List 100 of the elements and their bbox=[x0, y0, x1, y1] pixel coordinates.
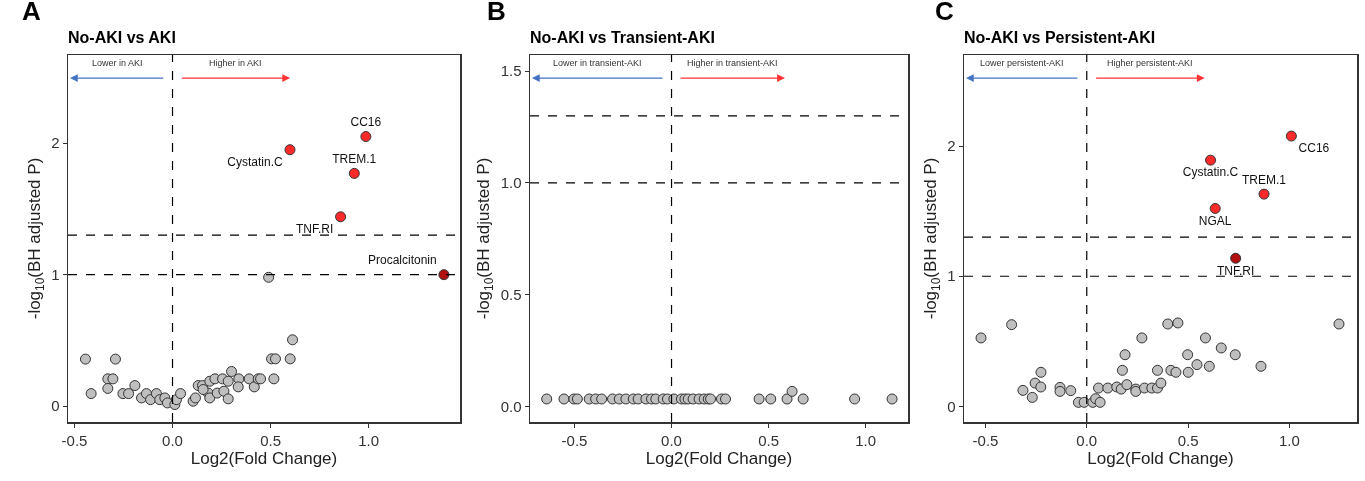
point bbox=[1151, 364, 1163, 376]
point bbox=[268, 373, 280, 385]
x-tick-label: 1.0 bbox=[358, 431, 380, 449]
point bbox=[109, 353, 121, 365]
x-tick-label: -0.5 bbox=[972, 431, 999, 449]
point bbox=[1255, 360, 1267, 372]
chart-title: No-AKI vs Transient-AKI bbox=[530, 28, 715, 46]
y-tick-label: 1.0 bbox=[500, 174, 522, 192]
data-label: TREM.1 bbox=[332, 152, 377, 167]
point bbox=[1162, 318, 1174, 330]
point bbox=[1054, 385, 1066, 397]
data-label: TREM.1 bbox=[1242, 172, 1287, 187]
text: B bbox=[487, 0, 506, 26]
point bbox=[107, 373, 119, 385]
point bbox=[1026, 391, 1038, 403]
text: A bbox=[22, 0, 41, 26]
point bbox=[1065, 385, 1077, 397]
point bbox=[1182, 349, 1194, 361]
point bbox=[1155, 377, 1167, 389]
y-tick-label: 0 bbox=[947, 397, 956, 415]
point bbox=[1203, 360, 1215, 372]
annotation: Higher persistent-AKI bbox=[1107, 58, 1193, 68]
point bbox=[1258, 188, 1270, 200]
point bbox=[1205, 154, 1217, 166]
annotation: Higher in AKI bbox=[209, 58, 262, 68]
chart-title: No-AKI vs Persistent-AKI bbox=[964, 28, 1156, 46]
data-label: NGAL bbox=[1198, 213, 1232, 228]
y-tick-label: 2 bbox=[51, 134, 60, 152]
point bbox=[232, 381, 244, 393]
annotation: Lower in AKI bbox=[92, 58, 143, 68]
point bbox=[1017, 384, 1029, 396]
data-label: Cystatin.C bbox=[1182, 165, 1239, 180]
y-tick-label: 0.5 bbox=[500, 285, 522, 303]
x-tick-label: 0.5 bbox=[260, 431, 281, 449]
data-label: CC16 bbox=[1298, 141, 1330, 156]
annotation: Lower in transient-AKI bbox=[553, 58, 642, 68]
chart-title: No-AKI vs AKI bbox=[68, 28, 176, 46]
x-tick-label: 0.0 bbox=[162, 431, 183, 449]
x-tick-label: 0.0 bbox=[1076, 431, 1098, 449]
point bbox=[102, 382, 114, 394]
point bbox=[1093, 382, 1105, 394]
point bbox=[1230, 252, 1242, 264]
point bbox=[1170, 366, 1182, 378]
point bbox=[1215, 342, 1227, 354]
point bbox=[1285, 130, 1297, 142]
point bbox=[284, 353, 296, 365]
data-label: CC16 bbox=[350, 115, 382, 130]
y-tick-label: 0 bbox=[51, 397, 60, 415]
point bbox=[204, 392, 216, 404]
x-tick-label: -0.5 bbox=[561, 431, 588, 449]
point bbox=[1191, 359, 1203, 371]
y-tick-label: 1.5 bbox=[500, 62, 522, 80]
point bbox=[263, 271, 275, 283]
x-tick-label: 1.0 bbox=[1278, 431, 1300, 449]
y-tick-label: 1 bbox=[947, 267, 956, 285]
point bbox=[287, 334, 299, 346]
point bbox=[1209, 202, 1221, 214]
data-label: TNF.RI bbox=[1216, 263, 1255, 278]
point bbox=[975, 332, 987, 344]
point bbox=[1229, 349, 1241, 361]
data-label: TNF.RI bbox=[295, 222, 334, 237]
point bbox=[197, 384, 209, 396]
point bbox=[1199, 332, 1211, 344]
y-tick-label: 2 bbox=[947, 137, 956, 155]
x-tick-label: 0.5 bbox=[758, 431, 780, 449]
x-axis-title: Log2(Fold Change) bbox=[190, 448, 338, 468]
point bbox=[123, 388, 135, 400]
point bbox=[348, 167, 360, 179]
x-tick-label: 1.0 bbox=[855, 431, 877, 449]
point bbox=[1035, 366, 1047, 378]
x-tick-label: 0.5 bbox=[1177, 431, 1199, 449]
data-label: Cystatin.C bbox=[227, 154, 284, 169]
point bbox=[1006, 319, 1018, 331]
point bbox=[438, 269, 450, 281]
point bbox=[360, 131, 372, 143]
y-tick-label: 0.0 bbox=[500, 397, 522, 415]
annotation: Higher in transient-AKI bbox=[687, 58, 778, 68]
point bbox=[335, 211, 347, 223]
text: C bbox=[935, 0, 954, 26]
point bbox=[1136, 332, 1148, 344]
point bbox=[226, 365, 238, 377]
point bbox=[1172, 317, 1184, 329]
point bbox=[1182, 366, 1194, 378]
point bbox=[79, 353, 91, 365]
point bbox=[284, 144, 296, 156]
point bbox=[1035, 381, 1047, 393]
data-label: Procalcitonin bbox=[367, 253, 437, 268]
point bbox=[1121, 379, 1133, 391]
point bbox=[1333, 318, 1345, 330]
x-axis-title: Log2(Fold Change) bbox=[645, 448, 793, 468]
point bbox=[1116, 364, 1128, 376]
point bbox=[85, 388, 97, 400]
point bbox=[218, 385, 230, 397]
y-tick-label: 1 bbox=[51, 265, 60, 283]
point bbox=[1119, 349, 1131, 361]
x-axis-title: Log2(Fold Change) bbox=[1087, 448, 1234, 468]
point bbox=[222, 393, 234, 405]
annotation: Lower persistent-AKI bbox=[980, 58, 1064, 68]
point bbox=[248, 381, 260, 393]
x-tick-label: 0.0 bbox=[661, 431, 682, 449]
